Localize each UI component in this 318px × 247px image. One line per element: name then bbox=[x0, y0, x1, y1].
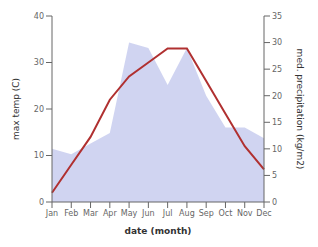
svg-text:Nov: Nov bbox=[237, 209, 253, 218]
svg-text:Apr: Apr bbox=[103, 209, 118, 218]
svg-text:Jun: Jun bbox=[141, 209, 155, 218]
svg-text:5: 5 bbox=[272, 171, 277, 180]
svg-text:Jan: Jan bbox=[45, 209, 58, 218]
svg-text:30: 30 bbox=[34, 58, 44, 67]
svg-text:35: 35 bbox=[272, 12, 282, 21]
svg-text:15: 15 bbox=[272, 118, 282, 127]
svg-text:30: 30 bbox=[272, 38, 282, 47]
svg-text:20: 20 bbox=[272, 92, 282, 101]
svg-text:Oct: Oct bbox=[219, 209, 233, 218]
svg-text:Feb: Feb bbox=[64, 209, 78, 218]
svg-text:0: 0 bbox=[39, 198, 44, 207]
svg-text:10: 10 bbox=[34, 151, 44, 160]
svg-text:10: 10 bbox=[272, 145, 282, 154]
svg-text:Aug: Aug bbox=[179, 209, 195, 218]
svg-text:date (month): date (month) bbox=[125, 226, 192, 236]
svg-text:May: May bbox=[121, 209, 138, 218]
svg-text:25: 25 bbox=[272, 65, 282, 74]
svg-text:Dec: Dec bbox=[256, 209, 271, 218]
svg-text:med. precipitation (kg/m2): med. precipitation (kg/m2) bbox=[295, 49, 305, 170]
svg-text:0: 0 bbox=[272, 198, 277, 207]
svg-text:Sep: Sep bbox=[199, 209, 214, 218]
svg-text:20: 20 bbox=[34, 105, 44, 114]
svg-text:40: 40 bbox=[34, 12, 44, 21]
svg-text:max temp (C): max temp (C) bbox=[11, 78, 21, 140]
svg-text:Mar: Mar bbox=[83, 209, 99, 218]
svg-text:Jul: Jul bbox=[162, 209, 173, 218]
